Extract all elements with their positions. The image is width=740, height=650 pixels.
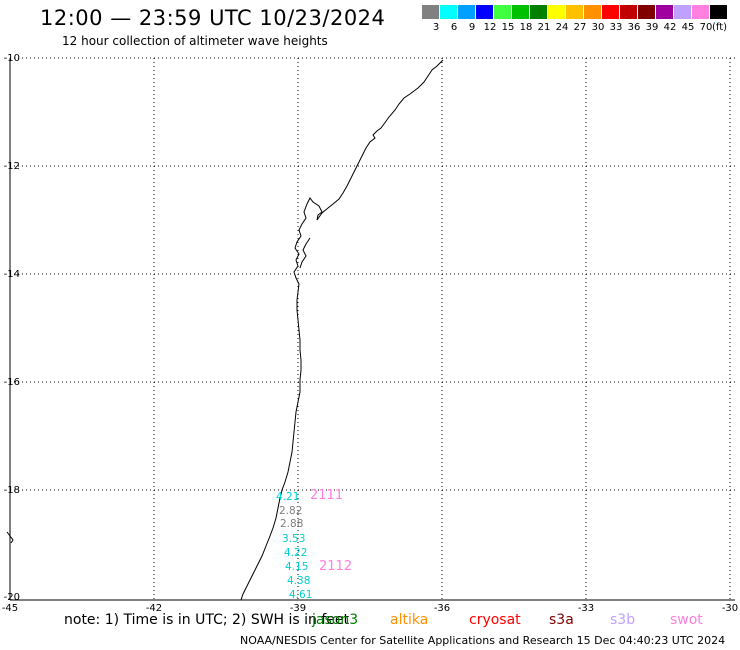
legend-label: 9 [468,22,476,33]
lat-tick-label: -18 [3,485,20,496]
map-frame [9,58,735,601]
legend-label: 42 [663,22,677,33]
legend-label: 36 [627,22,641,33]
legend-swatch [440,5,457,19]
legend-swatch [584,5,601,19]
wave-height-label: 4.38 [287,575,311,587]
offshore-mark [6,531,14,544]
lat-gridlines [10,57,735,491]
legend-swatch [602,5,619,19]
lon-gridlines [153,58,731,600]
footnote: note: 1) Time is in UTC; 2) SWH is in fe… [64,612,350,628]
coastline [240,59,444,601]
legend-swatch [548,5,565,19]
legend-swatch [656,5,673,19]
satellite-label: swot [670,612,703,628]
lon-tick-label: -36 [433,603,451,614]
legend-label: 70 [699,22,713,33]
legend-swatch [620,5,637,19]
wave-height-label: 3.53 [282,533,306,545]
map-subtitle: 12 hour collection of altimeter wave hei… [62,34,328,48]
wave-height-label: 2.82 [279,505,303,517]
lat-tick-label: -20 [3,592,20,603]
legend-label: 39 [645,22,659,33]
satellite-label: cryosat [469,612,521,628]
lat-tick-label: -10 [3,53,20,64]
lat-tick-label: -14 [3,269,20,280]
wave-height-label: 4.22 [284,547,308,559]
satellite-label: jason3 [312,612,359,628]
legend-swatch [638,5,655,19]
credit-line: NOAA/NESDIS Center for Satellite Applica… [240,634,726,647]
legend-swatch [494,5,511,19]
pass-time-label: 2111 [310,488,344,503]
pass-time-label: 2112 [319,559,353,574]
legend-swatch [422,5,439,19]
legend-label: 12 [483,22,497,33]
wave-height-label: 4.61 [289,589,313,601]
lat-tick-label: -16 [3,377,20,388]
legend-swatch [566,5,583,19]
lon-tick-label: -33 [577,603,595,614]
legend-swatch [476,5,493,19]
legend-label: 33 [609,22,623,33]
lon-tick-label: -45 [1,603,19,614]
legend-label: 30 [591,22,605,33]
satellite-label: s3a [549,612,574,628]
legend-label: 15 [501,22,515,33]
lat-tick-label: -12 [3,161,20,172]
legend-label: 3 [432,22,440,33]
map-title: 12:00 — 23:59 UTC 10/23/2024 [40,6,386,30]
legend-label: 21 [537,22,551,33]
legend-unit: (ft) [712,22,728,33]
wave-height-label: 4.15 [285,561,309,573]
satellite-label: altika [390,612,429,628]
legend-swatch [512,5,529,19]
legend-label: 18 [519,22,533,33]
color-legend: 3 6 9 12 15 18 21 24 27 30 33 36 39 42 45 70 (ft) [422,5,728,39]
legend-label: 27 [573,22,587,33]
lon-tick-label: -30 [721,603,739,614]
legend-label: 6 [450,22,458,33]
lon-tick-label: -42 [145,603,163,614]
legend-swatch [710,5,727,19]
lon-tick-label: -39 [289,603,307,614]
legend-swatch [674,5,691,19]
legend-label: 24 [555,22,569,33]
legend-swatch [692,5,709,19]
legend-label: 45 [681,22,695,33]
wave-height-label: 4.21 [276,491,300,503]
wave-height-label: 2.88 [280,518,304,530]
legend-swatch [458,5,475,19]
legend-swatch [530,5,547,19]
coastline-island [299,237,311,269]
satellite-label: s3b [610,612,636,628]
